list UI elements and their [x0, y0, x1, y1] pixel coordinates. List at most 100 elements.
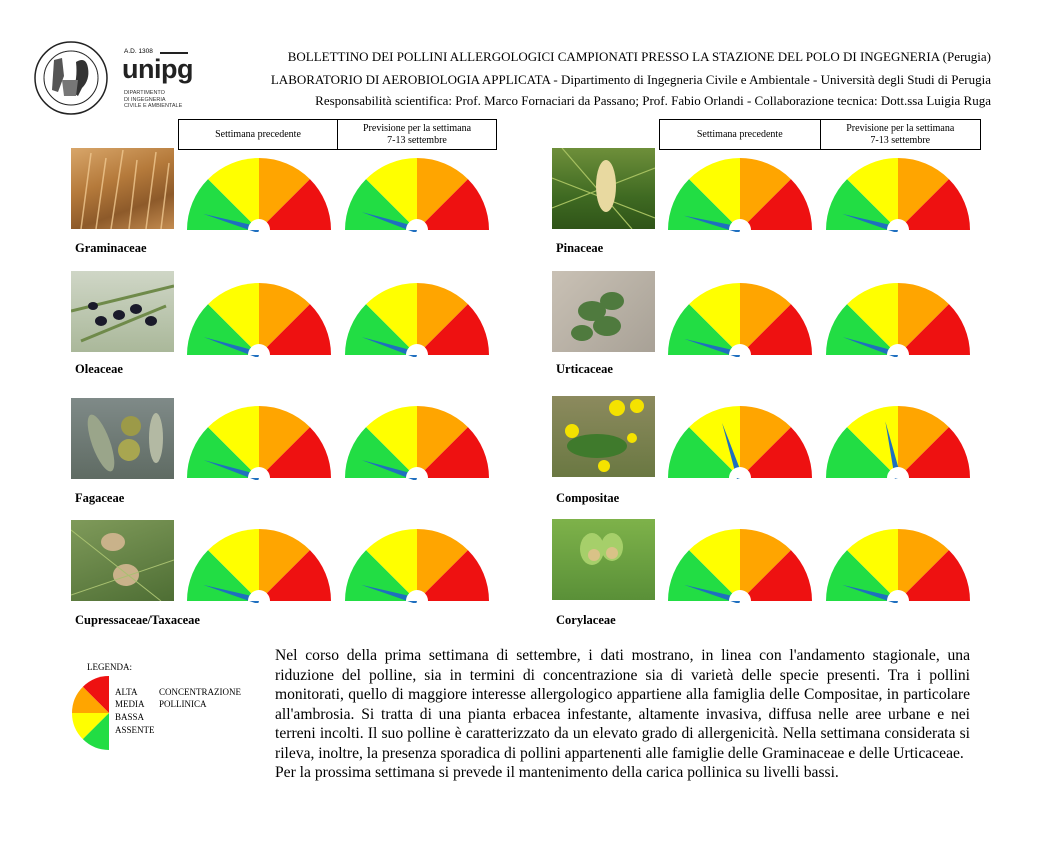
gauge-fagaceae-forecast	[345, 406, 489, 480]
gauge-needle	[684, 584, 741, 603]
gauge-needle	[203, 213, 260, 232]
gauge-needle	[361, 337, 418, 357]
gauge-sector-assente	[345, 550, 417, 601]
gauge-graminaceae-previous	[187, 158, 331, 232]
gauge-hub	[887, 467, 909, 478]
gauge-corylaceae-previous	[668, 529, 812, 603]
gauge-sector-alta	[740, 304, 812, 355]
legend-assente: ASSENTE	[115, 725, 155, 735]
gauge-sector-media	[740, 158, 791, 230]
gauge-sector-bassa	[847, 283, 898, 355]
gauge-needle	[885, 421, 902, 479]
gauge-sector-alta	[259, 304, 331, 355]
header-lab: LABORATORIO DI AEROBIOLOGIA APPLICATA - …	[270, 72, 991, 87]
gauge-sector-assente	[345, 179, 417, 230]
gauge-sector-media	[417, 283, 468, 355]
gauge-hub	[248, 344, 270, 355]
gauge-sector-alta	[740, 550, 812, 601]
legend-pollinica: POLLINICA	[159, 699, 207, 709]
gauge-sector-bassa	[366, 158, 417, 230]
legend-gauge-icon	[72, 676, 109, 750]
gauge-sector-media	[259, 283, 310, 355]
gauge-sector-assente	[826, 304, 898, 355]
plant-name-compositae: Compositae	[556, 491, 620, 505]
gauge-hub	[729, 590, 751, 601]
oleaceae-photo	[71, 271, 174, 352]
gauge-sector-assente	[826, 550, 898, 601]
gauge-compositae-previous	[668, 406, 812, 479]
legend-title: LEGENDA:	[87, 662, 132, 672]
gauge-sector-alta	[898, 550, 970, 601]
gauge-sector-assente	[187, 179, 259, 230]
legend-concentrazione: CONCENTRAZIONE	[159, 687, 241, 697]
gauge-hub	[406, 344, 428, 355]
plant-name-urticaceae: Urticaceae	[556, 362, 613, 376]
header-responsibility: Responsabilità scientifica: Prof. Marco …	[315, 93, 991, 108]
gauge-sector-assente	[345, 427, 417, 478]
gauge-sector-media	[417, 158, 468, 230]
gauge-graminaceae-forecast	[345, 158, 489, 232]
gauge-needle	[683, 215, 741, 232]
gauge-sector-media	[740, 529, 791, 601]
gauge-sector-media	[417, 406, 468, 478]
university-logo: A.D. 1308 unipg DIPARTIMENTO DI INGEGNER…	[32, 40, 197, 116]
legend-bassa: BASSA	[115, 712, 145, 722]
col-previous-label: Settimana precedente	[660, 120, 821, 149]
plant-name-oleaceae: Oleaceae	[75, 362, 123, 376]
gauge-sector-alta	[259, 427, 331, 478]
gauge-sector-bassa	[689, 158, 740, 230]
gauge-sector-media	[898, 529, 949, 601]
gauge-hub	[406, 467, 428, 478]
gauge-sector-media	[259, 406, 310, 478]
gauge-sector-media	[898, 283, 949, 355]
logo-brand: unipg	[122, 54, 193, 84]
gauge-sector-assente	[668, 179, 740, 230]
gauge-sector-assente	[668, 550, 740, 601]
gauge-needle	[361, 584, 418, 603]
graminaceae-photo	[71, 148, 174, 229]
gauge-hub	[887, 344, 909, 355]
gauge-sector-bassa	[689, 283, 740, 355]
gauge-sector-alta	[898, 427, 970, 478]
bulletin-paragraph-1: Nel corso della prima settimana di sette…	[275, 647, 970, 762]
col-forecast-label: Previsione per la settimana 7-13 settembr…	[362, 122, 472, 146]
gauge-pinaceae-forecast	[826, 158, 970, 232]
gauge-urticaceae-forecast	[826, 283, 970, 357]
gauge-oleaceae-forecast	[345, 283, 489, 357]
gauge-sector-bassa	[208, 283, 259, 355]
bulletin-paragraph-2: Per la prossima settimana si prevede il …	[275, 764, 839, 781]
gauge-sector-bassa	[366, 406, 417, 478]
gauge-pinaceae-previous	[668, 158, 812, 232]
gauge-needle	[203, 337, 260, 357]
gauge-sector-alta	[898, 304, 970, 355]
gauge-needle	[722, 422, 744, 479]
gauge-compositae-forecast	[826, 406, 970, 479]
pinaceae-photo	[552, 148, 655, 229]
gauge-sector-bassa	[208, 158, 259, 230]
gauge-hub	[729, 467, 751, 478]
gauge-hub	[887, 590, 909, 601]
plant-name-graminaceae: Graminaceae	[75, 241, 147, 255]
gauge-sector-media	[259, 529, 310, 601]
gauge-needle	[361, 460, 418, 480]
legend-alta: ALTA	[115, 687, 138, 697]
plant-name-pinaceae: Pinaceae	[556, 241, 604, 255]
plant-name-corylaceae: Corylaceae	[556, 613, 616, 627]
gauge-sector-bassa	[208, 406, 259, 478]
gauge-sector-media	[898, 406, 949, 478]
gauge-urticaceae-previous	[668, 283, 812, 357]
gauge-hub	[248, 467, 270, 478]
gauge-sector-media	[740, 406, 791, 478]
gauge-hub	[248, 590, 270, 601]
gauge-needle	[203, 584, 260, 603]
university-seal-icon	[34, 41, 108, 115]
gauge-sector-alta	[417, 179, 489, 230]
gauge-sector-bassa	[847, 158, 898, 230]
gauge-sector-bassa	[689, 406, 740, 478]
col-previous-label: Settimana precedente	[179, 120, 338, 149]
gauge-oleaceae-previous	[187, 283, 331, 357]
legend-media: MEDIA	[115, 699, 145, 709]
compositae-photo	[552, 396, 655, 477]
gauge-sector-media	[417, 529, 468, 601]
gauge-hub	[729, 219, 751, 230]
